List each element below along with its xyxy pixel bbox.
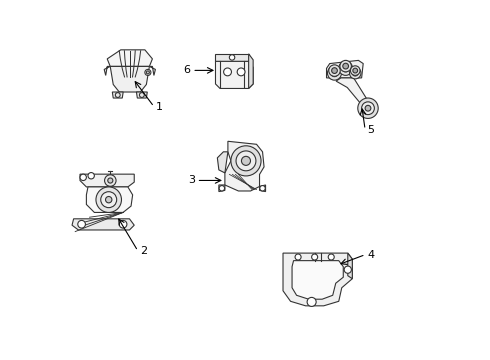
- Circle shape: [343, 63, 348, 69]
- Polygon shape: [104, 66, 110, 76]
- Circle shape: [119, 220, 127, 228]
- Circle shape: [88, 172, 95, 179]
- Circle shape: [349, 67, 361, 79]
- Circle shape: [328, 254, 334, 260]
- Circle shape: [350, 66, 360, 75]
- Polygon shape: [225, 141, 264, 191]
- Circle shape: [236, 151, 256, 171]
- Polygon shape: [80, 174, 134, 187]
- Circle shape: [352, 70, 358, 76]
- Circle shape: [237, 68, 245, 76]
- Text: 3: 3: [188, 175, 195, 185]
- Circle shape: [339, 61, 353, 75]
- Polygon shape: [292, 261, 343, 299]
- Polygon shape: [216, 61, 253, 89]
- Circle shape: [242, 156, 250, 165]
- Circle shape: [307, 297, 316, 306]
- Text: 6: 6: [183, 66, 191, 75]
- Polygon shape: [149, 66, 155, 76]
- Text: 5: 5: [367, 125, 374, 135]
- Polygon shape: [336, 78, 369, 107]
- Text: 4: 4: [368, 249, 374, 260]
- Polygon shape: [219, 185, 225, 192]
- Circle shape: [147, 71, 149, 74]
- Circle shape: [344, 266, 351, 273]
- Text: 1: 1: [156, 102, 163, 112]
- Circle shape: [105, 197, 112, 203]
- Circle shape: [365, 105, 371, 111]
- Polygon shape: [260, 185, 266, 192]
- Polygon shape: [248, 54, 253, 89]
- Circle shape: [353, 68, 358, 73]
- Polygon shape: [107, 50, 152, 66]
- Polygon shape: [326, 60, 363, 78]
- Circle shape: [145, 69, 151, 76]
- Circle shape: [362, 102, 374, 114]
- Polygon shape: [112, 92, 123, 98]
- Circle shape: [331, 69, 338, 77]
- Circle shape: [108, 178, 113, 183]
- Circle shape: [342, 65, 349, 72]
- Polygon shape: [283, 253, 352, 306]
- Circle shape: [80, 174, 86, 180]
- Polygon shape: [216, 54, 248, 61]
- Circle shape: [260, 185, 265, 191]
- Circle shape: [358, 98, 378, 118]
- Circle shape: [329, 65, 340, 76]
- Circle shape: [101, 192, 117, 208]
- Circle shape: [229, 55, 235, 60]
- Circle shape: [340, 60, 351, 72]
- Circle shape: [96, 187, 122, 212]
- Circle shape: [327, 66, 342, 80]
- Polygon shape: [110, 66, 149, 92]
- Circle shape: [78, 220, 85, 228]
- Polygon shape: [348, 253, 352, 279]
- Circle shape: [295, 254, 301, 260]
- Circle shape: [223, 68, 231, 76]
- Polygon shape: [136, 92, 147, 98]
- Circle shape: [231, 146, 261, 176]
- Circle shape: [219, 185, 224, 191]
- Text: 2: 2: [140, 246, 147, 256]
- Polygon shape: [218, 152, 228, 173]
- Polygon shape: [86, 187, 133, 212]
- Circle shape: [104, 175, 116, 186]
- Circle shape: [312, 254, 318, 260]
- Circle shape: [332, 68, 338, 73]
- Polygon shape: [72, 219, 134, 230]
